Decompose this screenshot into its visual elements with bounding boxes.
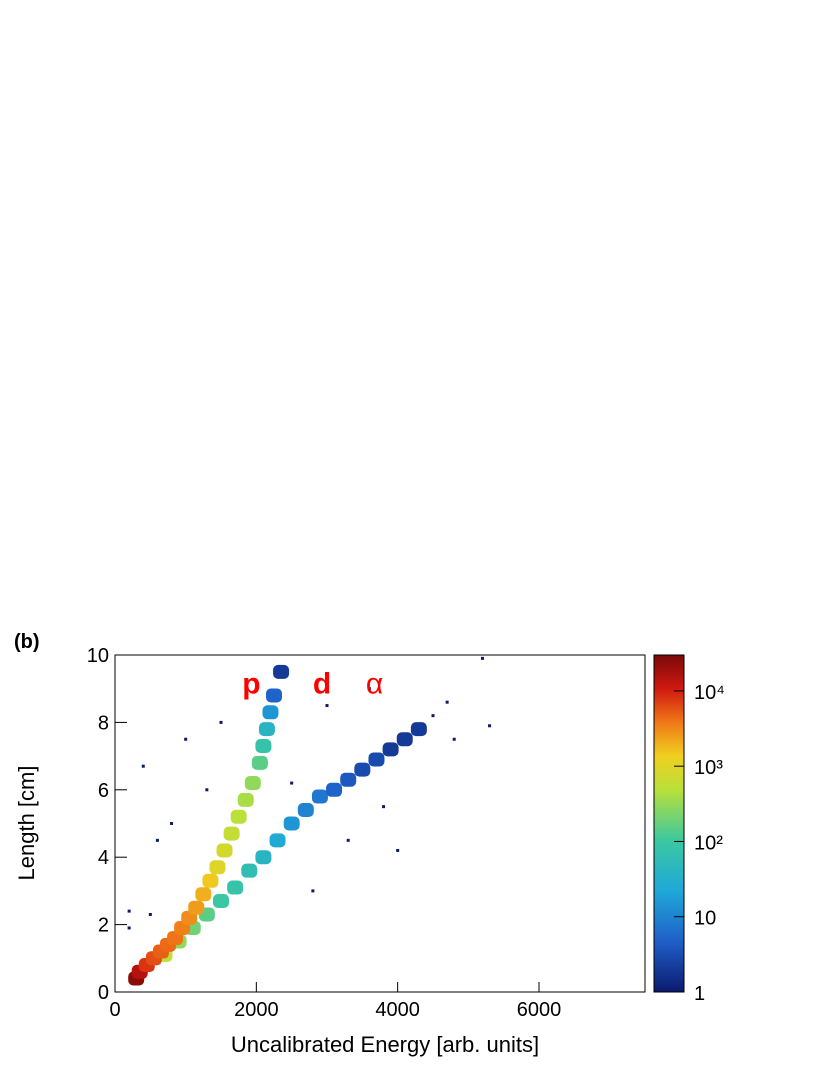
cell <box>255 850 272 865</box>
cell <box>244 776 261 791</box>
y-tick-label: 4 <box>98 847 109 869</box>
x-tick-label: 6000 <box>517 999 562 1021</box>
cell <box>488 724 492 728</box>
cell <box>283 816 300 831</box>
z-tick-label: 10⁴ <box>694 682 725 704</box>
cell <box>241 863 258 878</box>
z-tick-label: 10³ <box>694 757 723 779</box>
cell <box>155 838 159 842</box>
panel-label: (b) <box>14 631 40 653</box>
cell <box>325 704 329 708</box>
cell <box>273 664 290 679</box>
x-tick-label: 0 <box>109 999 120 1021</box>
cell <box>452 737 456 741</box>
cell <box>230 809 247 824</box>
cell <box>227 880 244 895</box>
cell <box>311 789 328 804</box>
cell <box>223 826 240 841</box>
cell <box>237 792 254 807</box>
cell <box>188 900 205 915</box>
y-tick-label: 8 <box>98 712 109 734</box>
cell <box>202 873 219 888</box>
x-tick-label: 2000 <box>234 999 279 1021</box>
cell <box>340 772 357 787</box>
cell <box>290 781 294 785</box>
cell <box>410 722 427 737</box>
cell <box>170 822 174 825</box>
cell <box>266 688 282 703</box>
cell <box>396 732 413 747</box>
cell <box>205 788 209 792</box>
x-tick-label: 4000 <box>375 999 420 1021</box>
cell <box>141 764 145 768</box>
cell <box>262 705 279 720</box>
cell <box>382 805 386 809</box>
cell <box>311 889 315 893</box>
cell <box>445 700 449 704</box>
cell <box>184 737 188 741</box>
cells <box>127 656 492 986</box>
cell <box>297 803 314 818</box>
cell <box>195 887 212 902</box>
z-tick-label: 10² <box>694 832 723 854</box>
cell <box>269 833 286 848</box>
z-tick-label: 1 <box>694 983 705 1005</box>
cell <box>382 742 399 757</box>
cell <box>326 782 343 797</box>
cell <box>219 720 223 724</box>
annotation: α <box>366 667 383 700</box>
cell <box>127 926 131 930</box>
cell <box>209 860 226 875</box>
cell <box>367 687 371 691</box>
cell <box>396 848 400 852</box>
y-axis-label: Length [cm] <box>14 766 39 881</box>
cell <box>216 843 233 858</box>
annotation: d <box>313 667 331 700</box>
cell <box>368 752 385 767</box>
z-tick-label: 10 <box>694 908 716 930</box>
cell <box>127 909 131 913</box>
y-tick-label: 6 <box>98 780 109 802</box>
cell <box>431 714 435 718</box>
color-bar <box>653 654 685 993</box>
y-tick-label: 10 <box>87 645 109 667</box>
annotation: p <box>242 667 260 700</box>
cell <box>480 656 484 660</box>
cell <box>213 894 229 909</box>
y-tick-label: 0 <box>98 982 109 1004</box>
x-axis-label: Uncalibrated Energy [arb. units] <box>231 1032 539 1057</box>
cell <box>258 722 275 737</box>
plot-frame <box>114 654 646 993</box>
cell <box>354 762 371 777</box>
y-tick-label: 2 <box>98 915 109 937</box>
cell <box>251 755 268 770</box>
cell <box>148 912 152 916</box>
cell <box>346 838 350 842</box>
cell <box>255 738 272 753</box>
